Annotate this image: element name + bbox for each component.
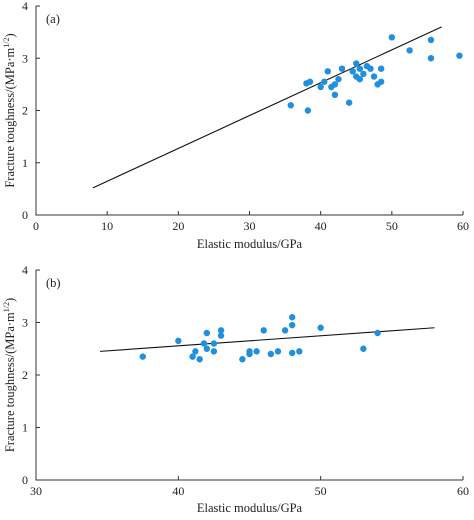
fit-line — [92, 26, 442, 189]
data-point — [356, 65, 364, 72]
data-point — [345, 99, 353, 106]
data-point — [210, 340, 218, 347]
x-axis-title: Elastic modulus/GPa — [197, 237, 303, 251]
data-point — [317, 83, 324, 91]
data-point — [289, 321, 296, 329]
panel-label: (a) — [46, 12, 60, 26]
data-point — [260, 327, 267, 334]
data-point — [324, 68, 331, 75]
data-point — [335, 75, 342, 83]
data-point — [370, 73, 378, 80]
axes — [35, 270, 463, 481]
data-point — [356, 75, 364, 83]
data-point — [289, 314, 296, 321]
x-tick-label: 40 — [172, 484, 184, 498]
data-point — [189, 353, 196, 360]
data-point — [239, 356, 246, 363]
data-point — [338, 65, 346, 72]
data-point — [196, 356, 203, 363]
y-axis-title-end: ) — [3, 33, 17, 37]
data-point — [456, 52, 463, 59]
data-point — [289, 349, 296, 357]
data-point — [321, 78, 328, 85]
y-tick-label: 3 — [22, 51, 28, 65]
data-point — [427, 55, 435, 62]
data-point — [360, 345, 367, 352]
data-point — [200, 340, 208, 347]
y-axis-title: Fracture toughness/(MPa·m1/2) — [2, 298, 17, 452]
data-point — [377, 65, 385, 72]
y-tick-label: 0 — [22, 473, 28, 487]
data-point — [267, 350, 275, 358]
data-point — [296, 348, 303, 355]
data-point — [374, 329, 381, 337]
x-tick-label: 50 — [315, 484, 327, 498]
data-point — [427, 36, 435, 44]
data-point — [353, 60, 360, 67]
data-point — [331, 81, 339, 88]
y-tick-label: 1 — [22, 421, 28, 435]
y-tick-label: 4 — [22, 263, 28, 277]
y-tick-label: 1 — [22, 156, 28, 170]
y-tick-label: 2 — [22, 104, 28, 118]
data-point — [377, 78, 385, 85]
data-point — [406, 47, 413, 54]
data-point — [304, 107, 312, 114]
chart-panel-b: 30 40 50 60 0 1 2 3 4 (b) Elastic modulus/GPa Fract… — [2, 263, 469, 515]
data-point — [246, 348, 253, 355]
y-axis-title-sup: 1/2 — [2, 38, 11, 48]
y-axis-title: Fracture toughness/(MPa·m1/2) — [2, 33, 17, 187]
x-tick-label: 60 — [457, 219, 469, 233]
data-point — [203, 329, 210, 337]
data-point — [388, 34, 396, 41]
y-axis-title-end: ) — [3, 298, 17, 302]
data-point — [217, 327, 225, 334]
y-tick-label: 4 — [22, 0, 28, 13]
y-tick-label: 0 — [22, 208, 28, 222]
y-axis-title-sup: 1/2 — [2, 302, 11, 312]
data-point — [192, 348, 199, 355]
x-tick-label: 10 — [101, 219, 113, 233]
data-point — [360, 70, 367, 78]
data-point — [317, 324, 324, 331]
y-axis-title-main: Fracture toughness/(MPa·m — [3, 312, 17, 452]
data-point — [331, 91, 339, 99]
x-tick-label: 40 — [315, 219, 327, 233]
panel-label: (b) — [46, 276, 61, 290]
data-point — [253, 348, 260, 355]
data-point — [217, 332, 225, 339]
data-point — [306, 78, 314, 85]
data-point — [349, 68, 356, 75]
fit-line — [100, 327, 435, 352]
x-tick-label: 30 — [30, 484, 42, 498]
x-tick-label: 0 — [33, 219, 39, 233]
x-tick-label: 20 — [172, 219, 184, 233]
data-point — [274, 348, 282, 355]
axes — [35, 6, 463, 216]
data-point — [139, 353, 146, 360]
data-point — [287, 102, 294, 109]
x-tick-label: 50 — [386, 219, 398, 233]
data-point — [281, 327, 289, 334]
chart-panel-a: 0 10 20 30 40 50 60 0 1 2 3 4 (a) Elastic modulus/GPa… — [2, 0, 469, 251]
data-point — [203, 345, 210, 352]
x-axis-title: Elastic modulus/GPa — [197, 501, 303, 515]
y-tick-label: 3 — [22, 316, 28, 330]
data-point — [367, 65, 374, 72]
y-axis-title-main: Fracture toughness/(MPa·m — [3, 47, 17, 187]
x-tick-label: 30 — [244, 219, 256, 233]
y-tick-label: 2 — [22, 368, 28, 382]
data-point — [210, 348, 218, 355]
data-point — [175, 337, 182, 345]
x-tick-label: 60 — [457, 484, 469, 498]
